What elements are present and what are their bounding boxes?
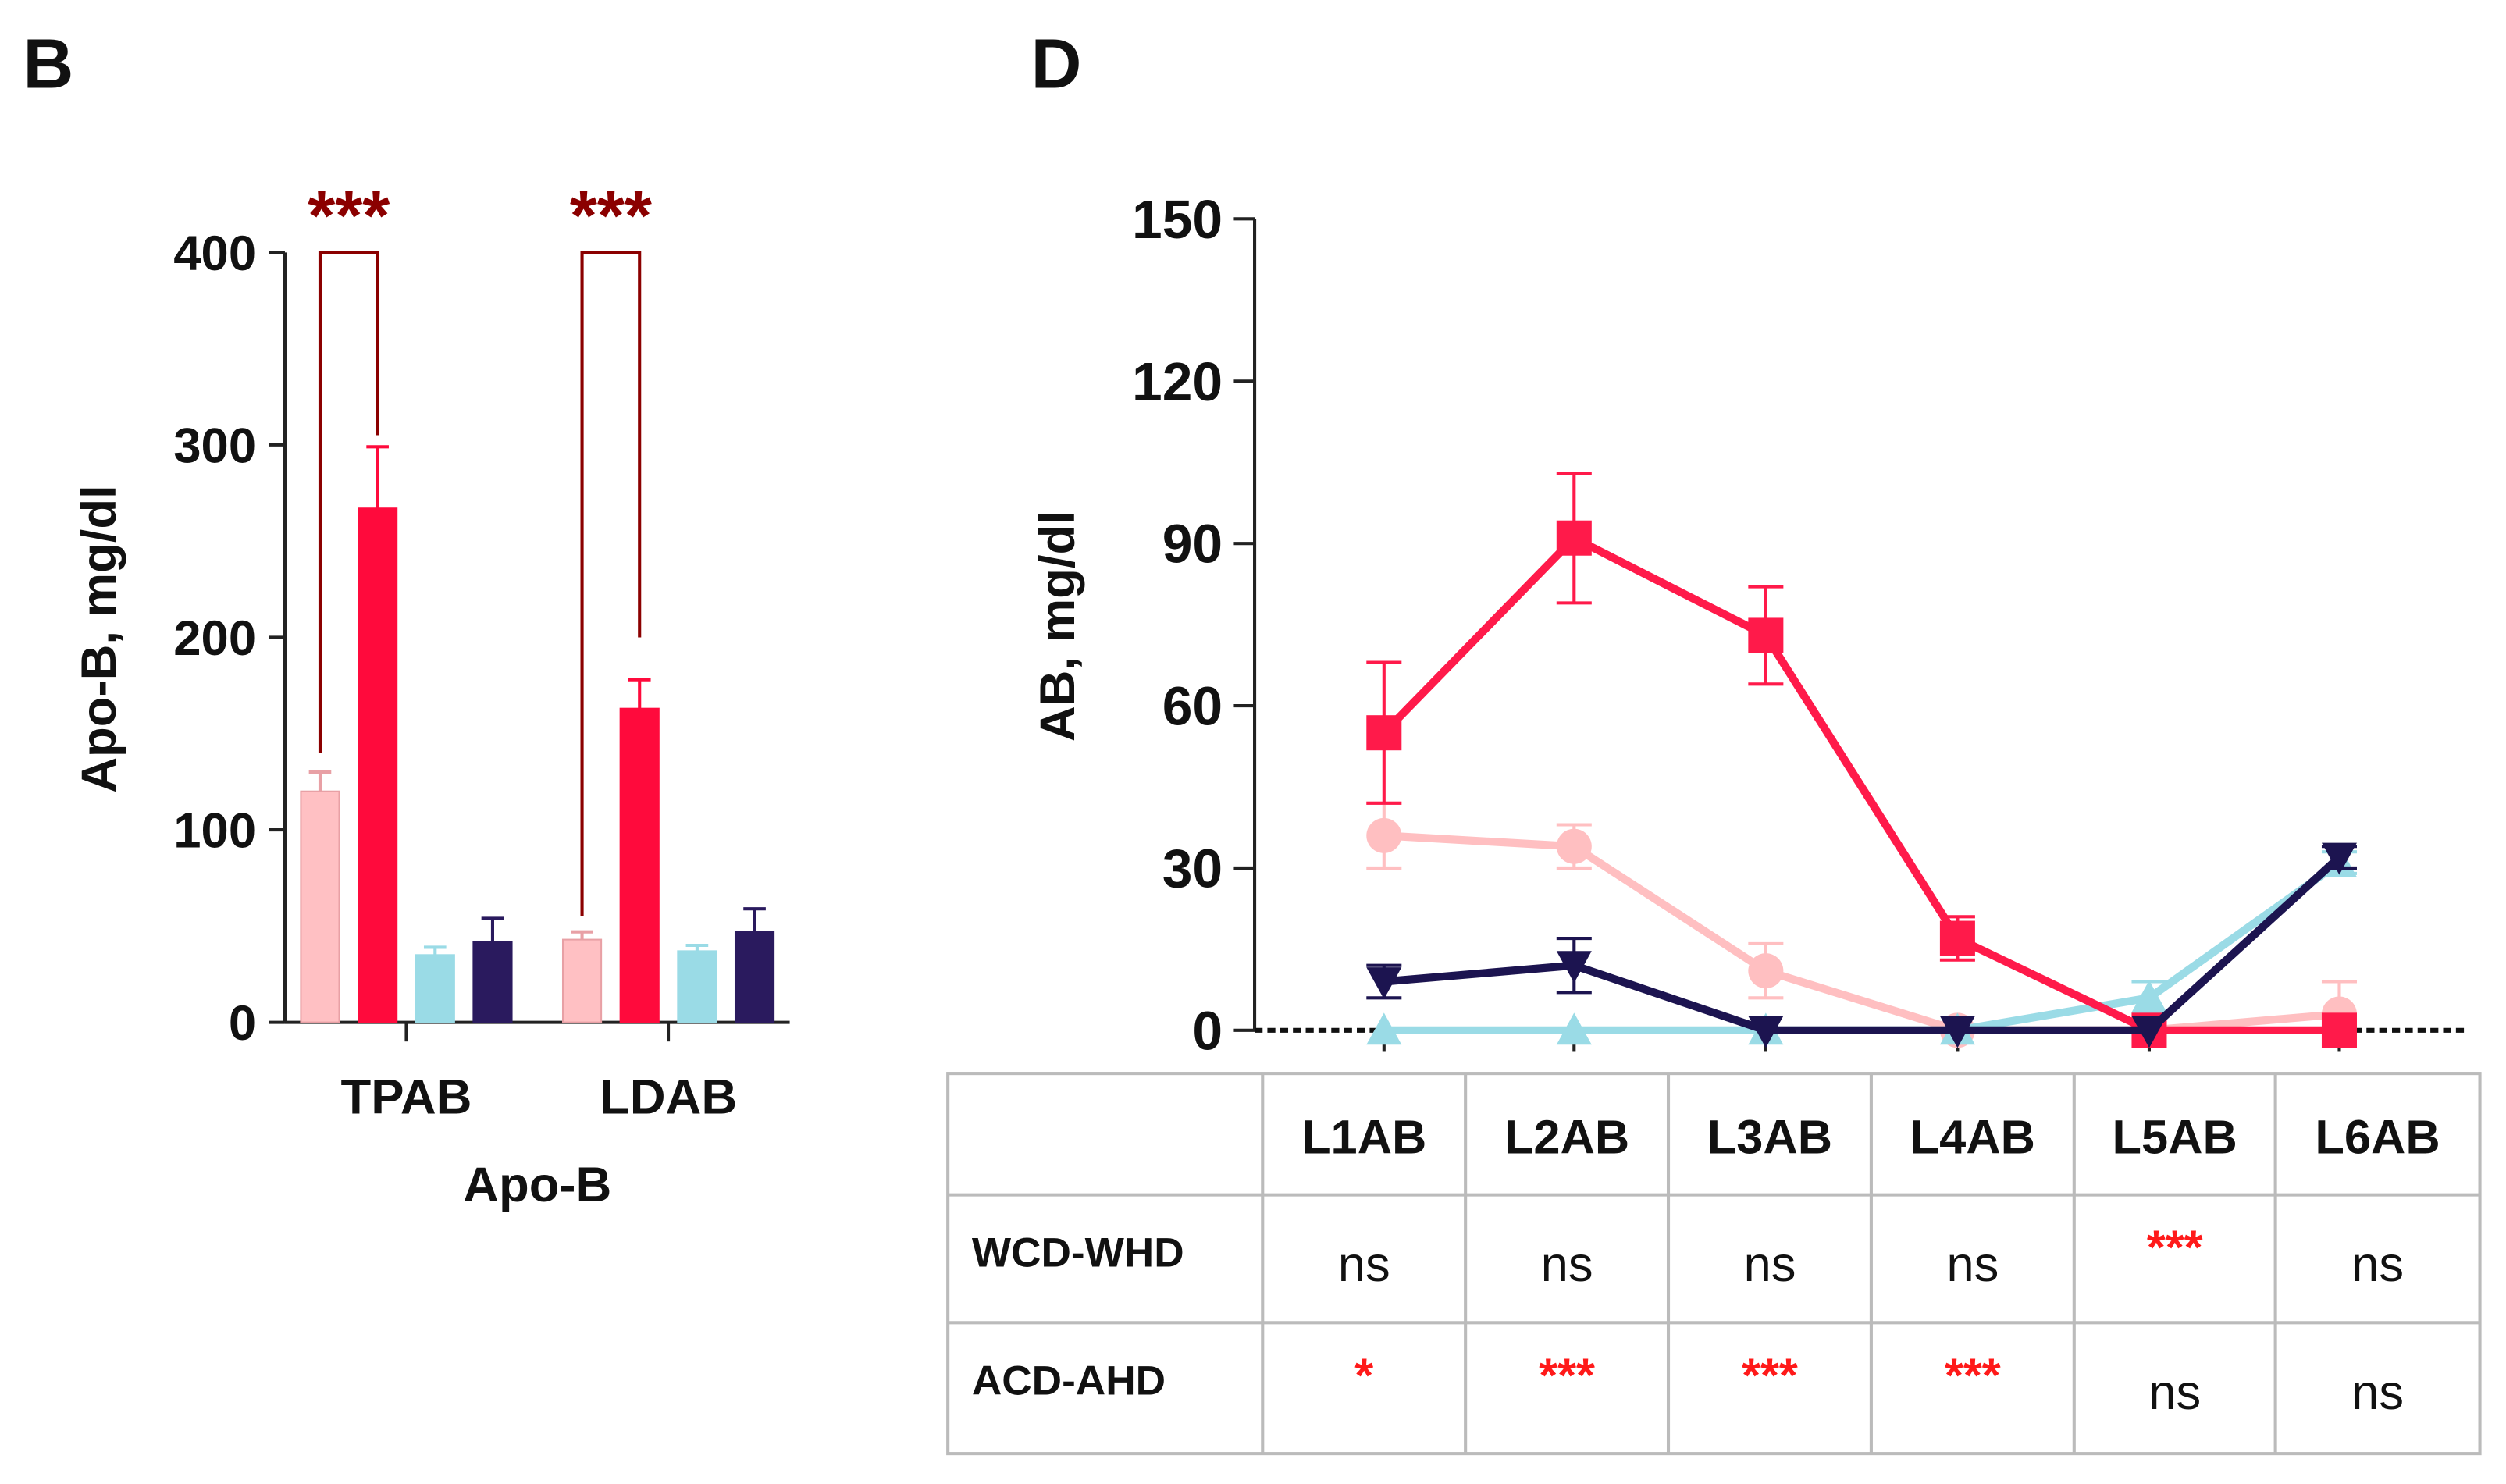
line-chart-ab: AB, mg/dl 0 30 60 90 120 150	[1031, 189, 2469, 1061]
bar	[619, 707, 660, 1023]
significance-label: ***	[308, 176, 390, 255]
bar-chart-apob: Apo-B, mg/dl Apo-B 0 100 200 300 400 TPAB LDAB…	[72, 176, 790, 1212]
table-cell: ns	[1743, 1237, 1796, 1292]
x-tick-label: TPAB	[340, 1069, 472, 1124]
table-row-label: WCD-WHD	[972, 1230, 1184, 1276]
bar	[561, 938, 603, 1023]
bar	[677, 950, 717, 1023]
data-point	[1748, 1016, 1784, 1048]
data-point	[1366, 715, 1402, 751]
significance-table: L1AB L2AB L3AB L4AB L5AB L6AB WCD-WHD ns ns ns ns *…	[946, 1072, 2482, 1456]
table-header: L6AB	[2315, 1110, 2440, 1164]
table-cell: ns	[2148, 1365, 2201, 1420]
series-line	[1381, 532, 2340, 1034]
data-point	[1748, 953, 1784, 989]
significance-bracket	[318, 251, 379, 753]
data-point	[1366, 1012, 1402, 1045]
table-cell: ns	[1541, 1237, 1593, 1292]
data-point	[1748, 617, 1784, 653]
y-tick-label: 100	[173, 804, 256, 859]
y-axis-label: AB, mg/dl	[1031, 511, 1085, 742]
table-cell: ***	[1539, 1348, 1595, 1402]
data-point	[1556, 951, 1592, 984]
data-point	[1556, 1012, 1592, 1045]
data-point	[2131, 980, 2167, 1012]
y-axis-label: Apo-B, mg/dl	[72, 485, 126, 793]
table-header: L4AB	[1910, 1110, 2035, 1164]
data-point	[1939, 920, 1975, 956]
y-tick-label: 0	[1192, 1000, 1223, 1061]
y-tick-label: 30	[1162, 838, 1223, 899]
data-point	[1939, 1016, 1975, 1048]
table-cell: ***	[1742, 1348, 1798, 1402]
table-cell: ns	[2351, 1365, 2404, 1420]
data-point	[2131, 1016, 2167, 1048]
table-cell: ***	[2147, 1221, 2203, 1275]
bar	[734, 931, 775, 1023]
table-cell: *	[1354, 1348, 1373, 1402]
series-line	[1383, 854, 2342, 1034]
table-cell: ***	[1945, 1348, 2001, 1402]
bar	[300, 790, 340, 1023]
data-point	[2321, 842, 2357, 875]
significance-bracket	[580, 251, 642, 917]
significance-label: ***	[570, 176, 652, 255]
series-line	[1383, 859, 2342, 1034]
table-header: L5AB	[2113, 1110, 2237, 1164]
table-cell: ns	[1946, 1237, 1999, 1292]
x-axis-label: Apo-B	[463, 1158, 611, 1212]
panel-label-b: B	[23, 25, 73, 104]
panel-label-d: D	[1031, 25, 1082, 104]
table-header: L3AB	[1707, 1110, 1832, 1164]
bar	[415, 954, 455, 1023]
y-tick-label: 400	[173, 226, 256, 281]
table-cell: ns	[1338, 1237, 1390, 1292]
y-tick-label: 120	[1132, 351, 1223, 412]
y-tick-label: 300	[173, 418, 256, 473]
bar	[472, 941, 513, 1023]
bar	[358, 507, 398, 1023]
table-header: L2AB	[1504, 1110, 1629, 1164]
table-border	[946, 1072, 2482, 1456]
x-tick-label: LDAB	[600, 1069, 737, 1124]
data-point	[1556, 520, 1592, 556]
table-cell: ns	[2351, 1237, 2404, 1292]
table-row-label: ACD-AHD	[972, 1358, 1166, 1404]
data-point	[1556, 828, 1592, 864]
y-tick-label: 150	[1132, 189, 1223, 250]
data-point	[2321, 1012, 2357, 1048]
y-tick-label: 200	[173, 611, 256, 666]
y-tick-label: 90	[1162, 514, 1223, 575]
table-header: L1AB	[1301, 1110, 1426, 1164]
data-point	[1366, 967, 1402, 999]
y-tick-label: 0	[229, 996, 256, 1051]
data-point	[1366, 817, 1402, 853]
series-line	[1383, 831, 2340, 1034]
y-tick-label: 60	[1162, 676, 1223, 737]
